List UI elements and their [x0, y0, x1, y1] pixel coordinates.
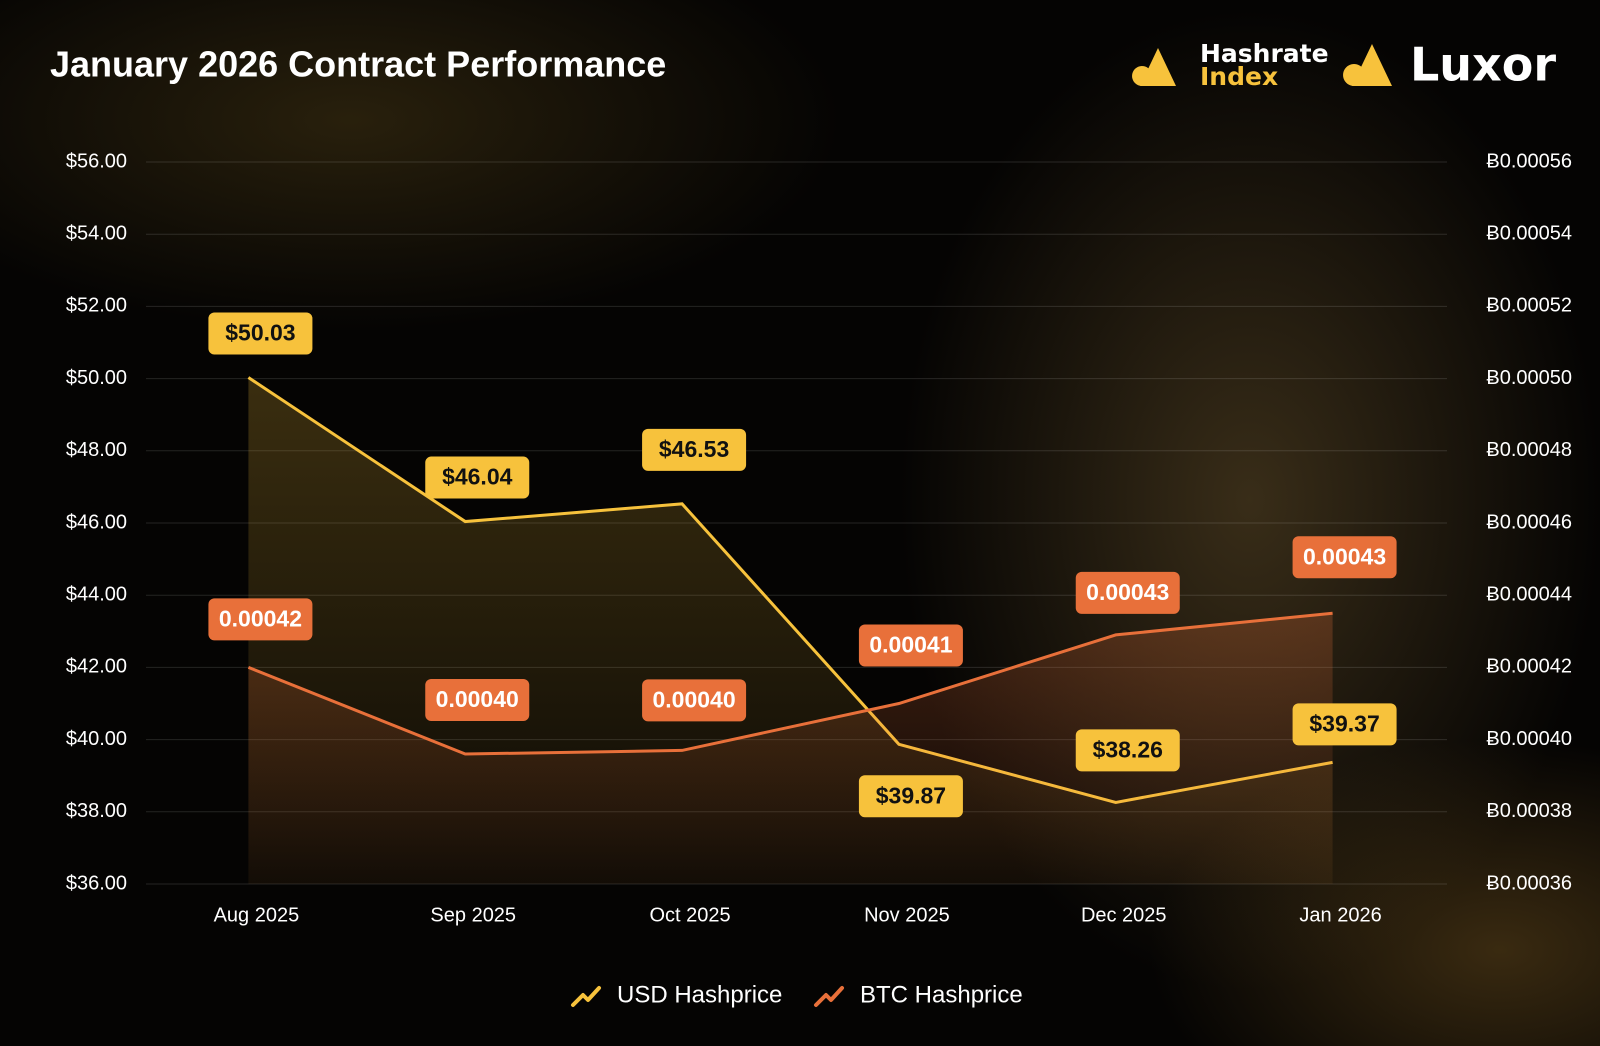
value-label: 0.00043 — [1086, 579, 1169, 605]
x-tick-label: Nov 2025 — [864, 904, 950, 926]
logo-text: Index — [1200, 62, 1278, 91]
value-label: $39.37 — [1309, 710, 1379, 736]
value-label-box — [425, 456, 530, 499]
line — [247, 611, 1333, 756]
value-label-box — [1075, 729, 1180, 772]
value-label: $50.03 — [225, 320, 295, 346]
x-tick-label: Dec 2025 — [1081, 904, 1167, 926]
y-tick-label: $42.00 — [66, 656, 127, 678]
value-label-box — [1292, 536, 1397, 579]
logo-text: Hashrate — [1200, 39, 1329, 68]
y2-tick-label: Ƀ0.00042 — [1486, 656, 1572, 678]
value-label-box — [208, 312, 313, 355]
y-tick-label: $38.00 — [66, 800, 127, 822]
y-tick-label: $44.00 — [66, 583, 127, 605]
x-tick-label: Oct 2025 — [649, 904, 730, 926]
hashrate-index-logo: Hashrate Index — [1132, 39, 1329, 91]
luxor-logo: Luxor — [1343, 38, 1556, 92]
y2-tick-label: Ƀ0.00050 — [1486, 367, 1572, 389]
value-label-box — [642, 428, 747, 471]
y-tick-label: $40.00 — [66, 728, 127, 750]
y-tick-label: $54.00 — [66, 222, 127, 244]
value-label-box — [642, 679, 747, 722]
y-tick-label: $50.00 — [66, 367, 127, 389]
y2-tick-label: Ƀ0.00048 — [1486, 439, 1572, 461]
x-tick-label: Jan 2026 — [1299, 904, 1381, 926]
x-tick-label: Sep 2025 — [430, 904, 516, 926]
value-label: $46.53 — [659, 436, 729, 462]
value-label: 0.00041 — [869, 632, 952, 658]
value-label: 0.00042 — [219, 605, 302, 631]
y2-tick-label: Ƀ0.00038 — [1486, 800, 1572, 822]
value-label-box — [1075, 571, 1180, 614]
value-label-box — [425, 679, 530, 722]
value-label: $46.04 — [442, 464, 513, 490]
value-label: 0.00040 — [653, 687, 736, 713]
y2-tick-label: Ƀ0.00054 — [1486, 222, 1572, 244]
value-label: 0.00043 — [1303, 543, 1386, 569]
y-tick-label: $48.00 — [66, 439, 127, 461]
value-label: $39.87 — [876, 782, 946, 808]
logo-icon — [1132, 48, 1176, 86]
y-tick-label: $46.00 — [66, 511, 127, 533]
area — [248, 613, 1333, 884]
value-label-box — [208, 598, 313, 641]
legend-icon — [571, 986, 601, 1007]
y-tick-label: $36.00 — [66, 872, 127, 894]
value-label: 0.00040 — [436, 686, 519, 712]
chart-title: January 2026 Contract Performance — [50, 44, 666, 85]
y2-tick-label: Ƀ0.00040 — [1486, 728, 1572, 750]
y-tick-label: $56.00 — [66, 150, 127, 172]
value-label-box — [858, 624, 963, 667]
y2-tick-label: Ƀ0.00052 — [1486, 295, 1572, 317]
legend-label: USD Hashprice — [617, 981, 782, 1008]
y2-tick-label: Ƀ0.00044 — [1486, 583, 1572, 605]
y-tick-label: $52.00 — [66, 295, 127, 317]
legend-icon — [814, 986, 844, 1007]
y2-tick-label: Ƀ0.00046 — [1486, 511, 1572, 533]
logo-icon — [1343, 44, 1392, 86]
y2-tick-label: Ƀ0.00056 — [1486, 150, 1572, 172]
value-label-box — [858, 775, 963, 818]
value-label: $38.26 — [1093, 736, 1163, 762]
legend-label: BTC Hashprice — [860, 981, 1023, 1008]
value-label-box — [1292, 703, 1397, 746]
y2-tick-label: Ƀ0.00036 — [1486, 872, 1572, 894]
x-tick-label: Aug 2025 — [214, 904, 300, 926]
logo-text: Luxor — [1410, 38, 1556, 92]
